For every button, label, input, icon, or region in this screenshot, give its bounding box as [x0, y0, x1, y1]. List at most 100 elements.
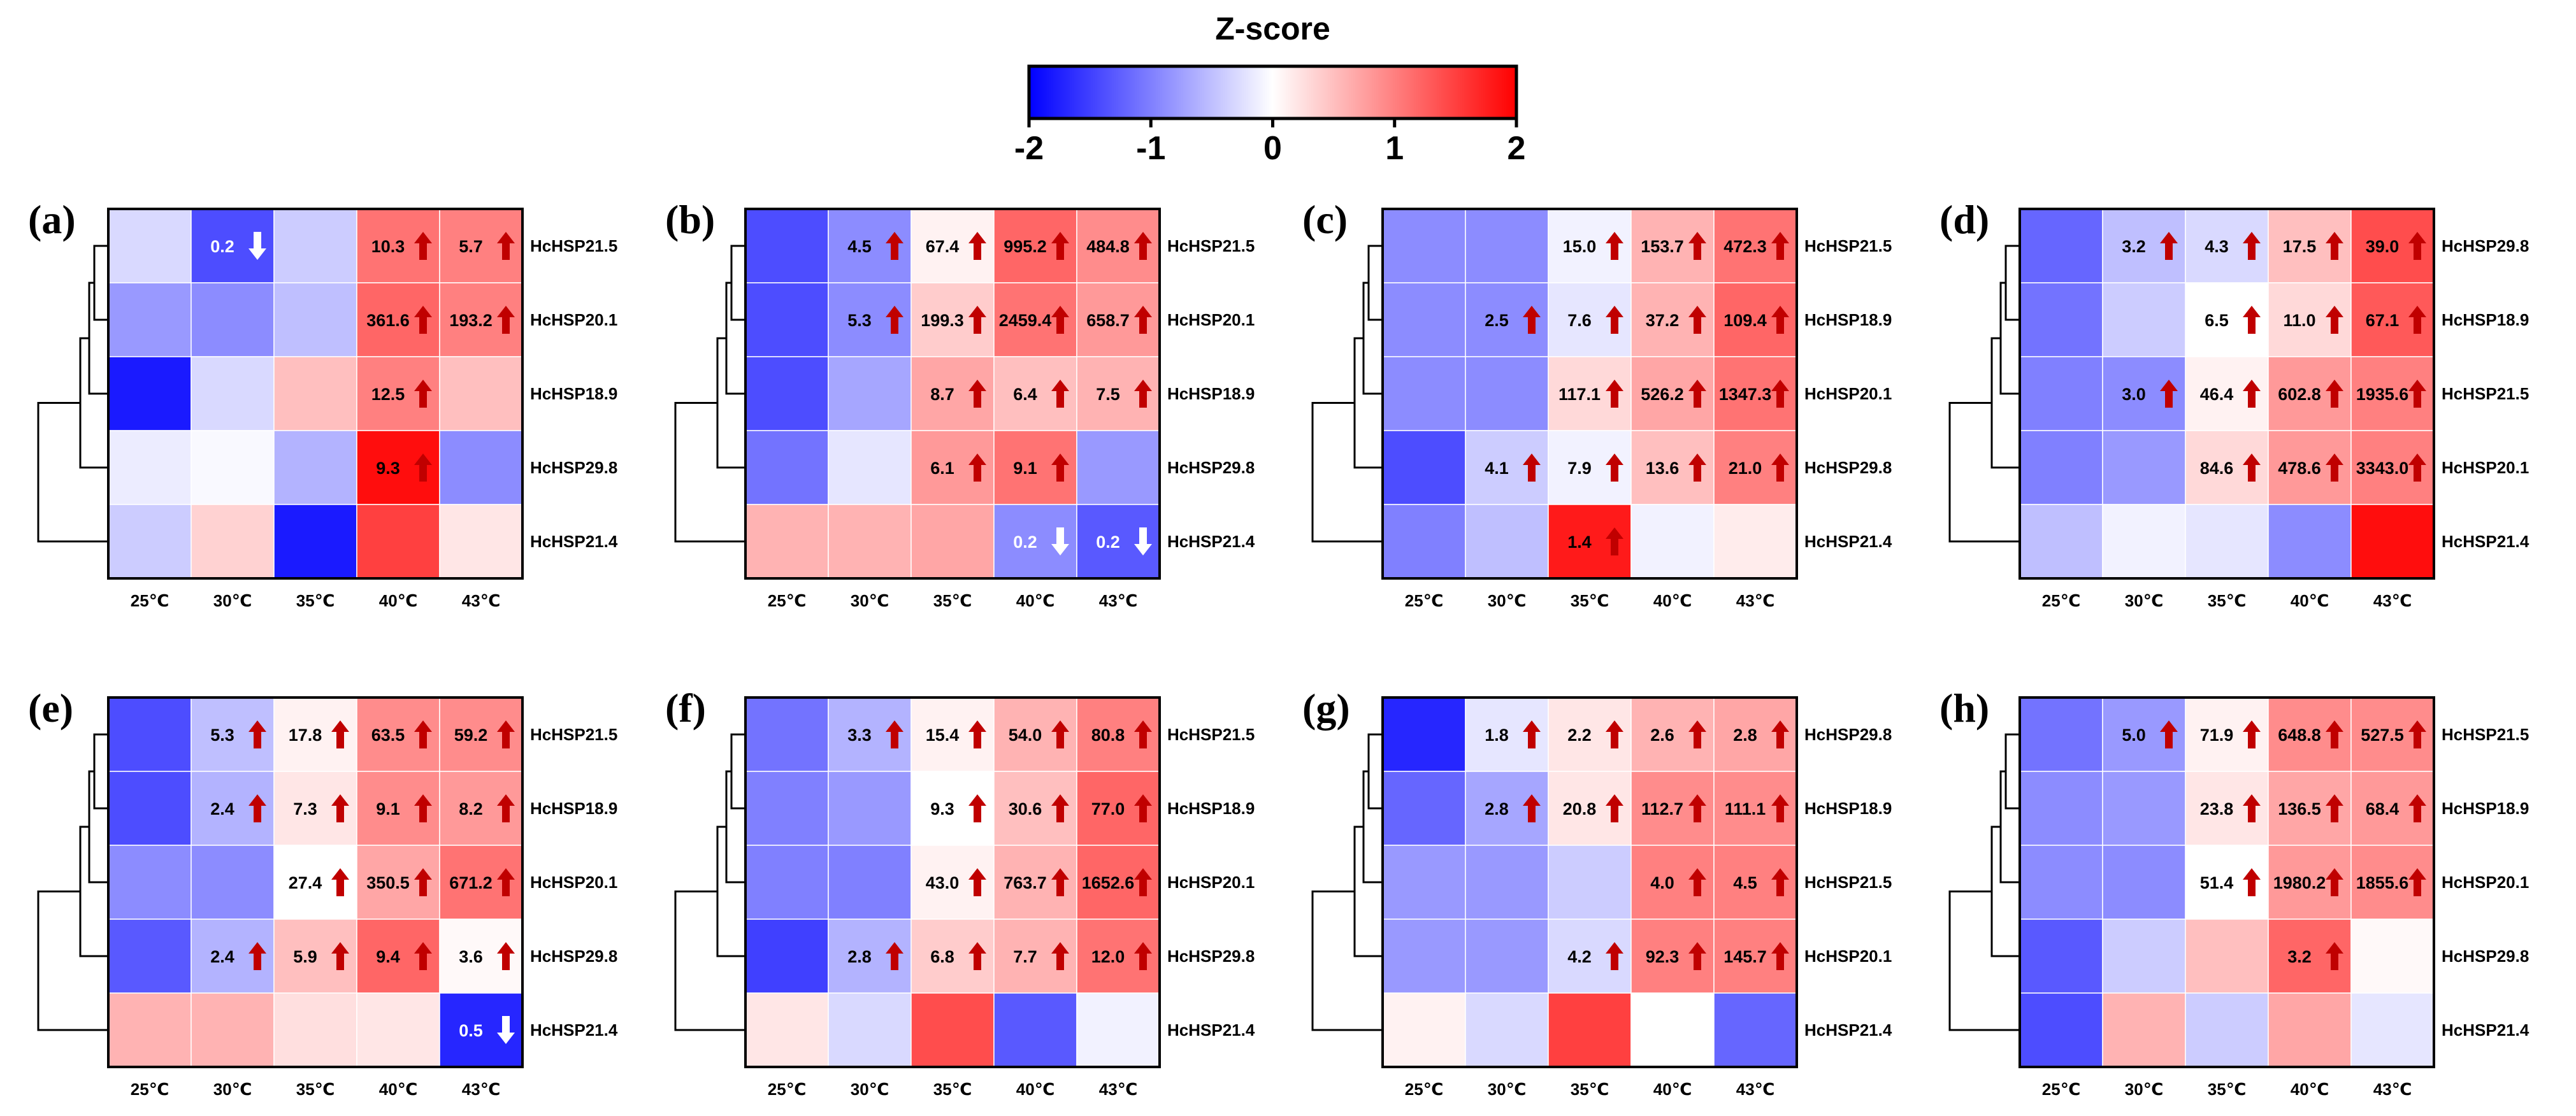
cell-value: 5.9	[293, 947, 317, 966]
heatmap-cell	[191, 504, 275, 579]
heatmap-cell	[108, 208, 192, 283]
heatmap-cell	[273, 282, 357, 357]
heatmap-border	[107, 208, 524, 580]
column-label: 40℃	[2291, 1080, 2329, 1099]
panel-b: (b) 4.5 67.4 995.2 484.8 5.3 199.3 2459.4 658.7 8…	[665, 197, 1255, 610]
dendrogram-branch	[79, 337, 108, 469]
arrow-up-icon	[2408, 868, 2426, 896]
arrow-up-icon	[1523, 794, 1541, 822]
cell-value: 7.3	[293, 799, 317, 819]
arrow-up-icon	[2243, 720, 2261, 748]
cell-value: 4.2	[1567, 947, 1592, 966]
heatmap-cell	[1382, 992, 1466, 1068]
column-label: 25℃	[768, 1080, 806, 1099]
heatmap-cell	[2019, 282, 2103, 357]
arrow-up-icon	[1771, 380, 1789, 408]
dendrogram-branch	[674, 891, 745, 1031]
column-label: 35℃	[296, 1080, 335, 1099]
arrow-up-icon	[2243, 232, 2261, 260]
arrow-up-icon	[2408, 380, 2426, 408]
arrow-up-icon	[497, 306, 515, 334]
cell-value: 3.2	[2122, 237, 2146, 256]
cell-value: 3.3	[847, 726, 872, 745]
cell-value: 30.6	[1009, 799, 1042, 819]
arrow-up-icon	[2408, 794, 2426, 822]
arrow-up-icon	[414, 380, 432, 408]
cell-value: 92.3	[1646, 947, 1680, 966]
arrow-up-icon	[968, 720, 986, 748]
arrow-up-icon	[2408, 306, 2426, 334]
dendrogram-branch	[1948, 891, 2020, 1031]
heatmap-cell	[191, 992, 275, 1068]
panel-label: (a)	[28, 197, 76, 242]
cell-value: 4.3	[2205, 237, 2229, 256]
dendrogram-branch	[716, 826, 745, 957]
arrow-up-icon	[331, 868, 349, 896]
heatmap-cell	[2019, 845, 2103, 920]
column-label: 30℃	[213, 1080, 252, 1099]
cell-value: 80.8	[1091, 726, 1125, 745]
cell-value: 995.2	[1004, 237, 1047, 256]
column-label: 30℃	[213, 591, 252, 610]
panel-label: (g)	[1302, 685, 1350, 731]
row-label: HcHSP20.1	[1167, 873, 1255, 892]
cell-value: 9.4	[376, 947, 400, 966]
arrow-up-icon	[1134, 232, 1152, 260]
arrow-up-icon	[1606, 232, 1623, 260]
arrow-up-icon	[2160, 380, 2178, 408]
arrow-up-icon	[1134, 720, 1152, 748]
heatmap-cell	[1630, 992, 1715, 1068]
arrow-up-icon	[2326, 454, 2343, 482]
cell-value: 7.9	[1567, 459, 1592, 478]
heatmap-cell	[2019, 430, 2103, 505]
cell-value: 0.2	[1013, 533, 1037, 552]
dendrogram	[37, 733, 108, 1031]
heatmap-cell	[1465, 356, 1549, 431]
row-label: HcHSP18.9	[1167, 799, 1255, 818]
row-label: HcHSP21.5	[1167, 236, 1255, 255]
panel-h: (h) 5.0 71.9 648.8 527.5 23.8 136.5 68.4 51.4 198…	[1939, 685, 2529, 1099]
arrow-up-icon	[1688, 232, 1706, 260]
dendrogram-branch	[1367, 733, 1383, 810]
arrow-up-icon	[1134, 794, 1152, 822]
arrow-up-icon	[1771, 942, 1789, 970]
arrow-up-icon	[1688, 306, 1706, 334]
row-label: HcHSP29.8	[1804, 458, 1892, 477]
cell-value: 117.1	[1558, 385, 1601, 404]
panel-c: (c) 15.0 153.7 472.3 2.5 7.6 37.2 109.4 117.1 526…	[1302, 197, 1892, 610]
heatmap-cell	[828, 845, 912, 920]
cell-value: 4.1	[1485, 459, 1509, 478]
arrow-up-icon	[1051, 720, 1069, 748]
heatmap-cell	[2102, 919, 2186, 994]
heatmap-cell	[2019, 697, 2103, 772]
cell-value: 27.4	[289, 873, 322, 892]
heatmap-cell	[828, 430, 912, 505]
cell-value: 0.2	[1096, 533, 1120, 552]
cell-value: 484.8	[1086, 237, 1130, 256]
colorbar-tick-label: 2	[1507, 130, 1526, 167]
cell-value: 8.7	[930, 385, 954, 404]
panel-label: (e)	[28, 685, 73, 731]
row-label: HcHSP29.8	[530, 947, 617, 966]
arrow-up-icon	[968, 232, 986, 260]
row-label: HcHSP29.8	[1167, 947, 1255, 966]
heatmap-cell	[108, 771, 192, 846]
arrow-up-icon	[414, 306, 432, 334]
dendrogram-branch	[93, 245, 108, 321]
arrow-up-icon	[1688, 454, 1706, 482]
arrow-up-icon	[1771, 794, 1789, 822]
arrow-up-icon	[1051, 794, 1069, 822]
dendrogram-branch	[1999, 770, 2020, 884]
cell-value: 6.5	[2205, 311, 2229, 330]
dendrogram-branch	[730, 245, 745, 321]
heatmap-cell	[2019, 504, 2103, 579]
heatmap-cell	[745, 919, 829, 994]
heatmap-cell	[1382, 356, 1466, 431]
row-label: HcHSP18.9	[2442, 799, 2529, 818]
arrow-up-icon	[1134, 380, 1152, 408]
column-label: 30℃	[2125, 1080, 2163, 1099]
cell-value: 17.5	[2283, 237, 2317, 256]
column-label: 25℃	[1405, 1080, 1443, 1099]
dendrogram-branch	[79, 826, 108, 957]
row-label: HcHSP29.8	[1804, 725, 1892, 744]
